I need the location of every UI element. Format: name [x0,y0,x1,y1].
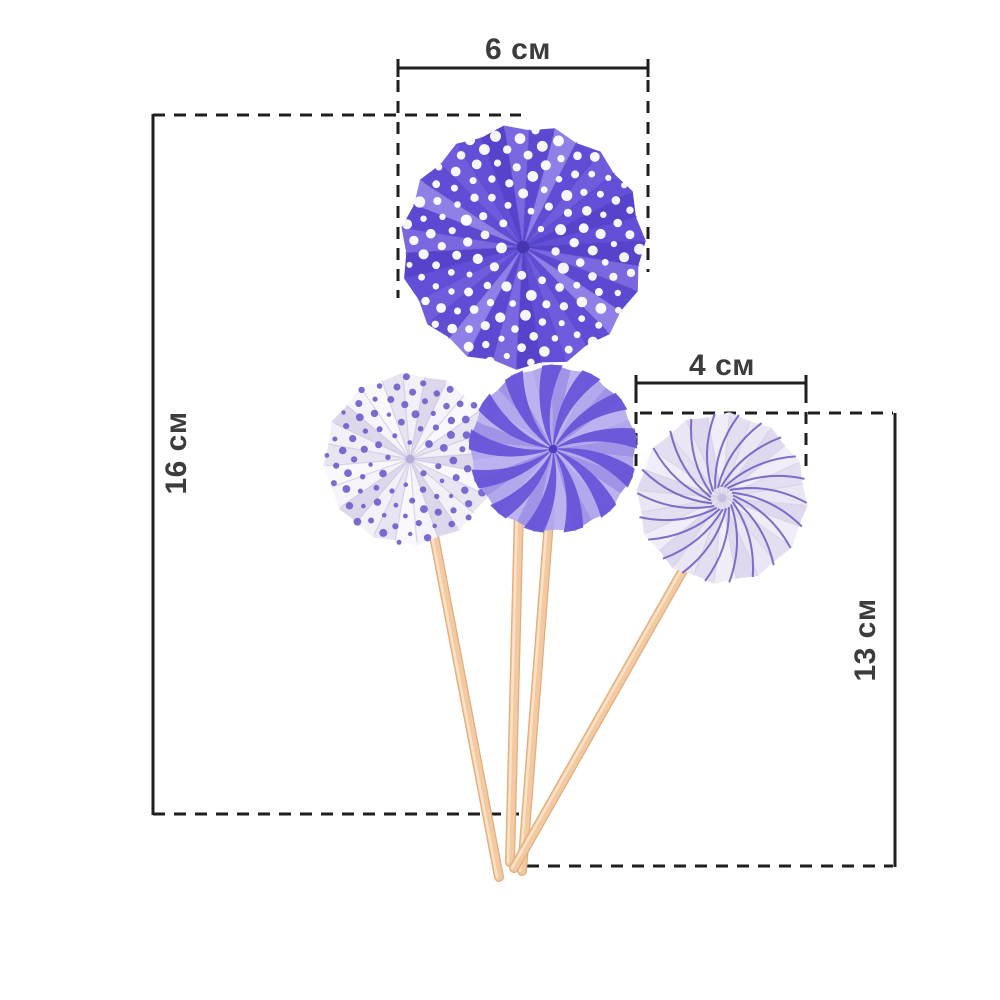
dim-right-height [527,411,897,868]
fan-spiral-stripe [636,412,808,584]
wooden-stick [426,515,504,882]
dimension-label-left-height: 16 см [160,411,193,495]
fan-white-polka-dot [323,372,497,546]
fan-swirl-stripe [468,364,638,533]
dimension-label-right-height: 13 см [849,598,882,682]
dim-top-width [396,59,650,298]
dimension-label-mid-width: 4 см [689,349,755,382]
dim-left-height [151,113,521,816]
fan-large-polka-dot [401,125,646,370]
wooden-stick [505,465,525,867]
dimension-label-top-width: 6 см [485,33,551,66]
wooden-stick [509,553,695,873]
annotations-layer [151,59,897,868]
dim-mid-width [634,375,808,470]
fans-layer [323,125,808,584]
